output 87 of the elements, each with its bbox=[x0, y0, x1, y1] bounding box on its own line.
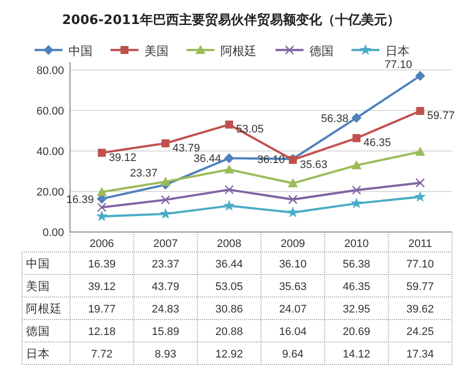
data-label: 9.64 bbox=[282, 348, 304, 360]
data-label: 8.93 bbox=[154, 348, 176, 360]
data-label: 46.35 bbox=[342, 281, 370, 293]
data-label: 36.10 bbox=[279, 258, 307, 270]
chart-title: 2006-2011年巴西主要贸易伙伴贸易额变化（十亿美元） bbox=[62, 12, 400, 28]
text: 德国 bbox=[26, 324, 50, 338]
text: 美国 bbox=[26, 279, 50, 293]
point bbox=[96, 186, 107, 196]
text: 36.44 bbox=[194, 153, 222, 166]
text: 阿根廷 bbox=[26, 302, 62, 316]
point bbox=[98, 148, 106, 157]
data-label: 56.38 bbox=[342, 258, 370, 270]
x-tick-label: 2011 bbox=[408, 238, 432, 250]
data-label: 53.05 bbox=[215, 281, 243, 293]
legend-label: 日本 bbox=[386, 44, 410, 58]
data-label: 24.07 bbox=[279, 304, 307, 316]
point bbox=[416, 178, 425, 188]
text: 中国 bbox=[26, 256, 50, 270]
text: 59.77 bbox=[427, 110, 455, 122]
data-label: 16.04 bbox=[279, 326, 307, 338]
text: 46.35 bbox=[364, 137, 392, 150]
y-tick-label: 20.00 bbox=[36, 186, 64, 198]
text: 56.38 bbox=[320, 112, 348, 125]
data-label: 15.89 bbox=[152, 326, 180, 338]
point bbox=[350, 197, 362, 208]
point bbox=[162, 139, 170, 148]
y-tick-label: 80.00 bbox=[36, 65, 64, 77]
x-tick-label: 2010 bbox=[344, 238, 369, 250]
x-tick-label: 2007 bbox=[153, 238, 178, 250]
x-tick-label: 2006 bbox=[90, 238, 114, 250]
point bbox=[352, 112, 362, 123]
point bbox=[352, 134, 360, 142]
data-label: 19.77 bbox=[88, 304, 116, 316]
data-label: 20.69 bbox=[342, 326, 370, 338]
data-label: 59.77 bbox=[406, 281, 434, 293]
data-label: 16.39 bbox=[88, 258, 116, 270]
text: 日本 bbox=[26, 346, 50, 360]
data-label: 7.72 bbox=[91, 348, 113, 360]
data-label: 77.10 bbox=[406, 258, 434, 270]
point bbox=[96, 210, 108, 222]
point bbox=[287, 206, 299, 218]
point bbox=[224, 164, 234, 174]
point bbox=[225, 120, 234, 129]
data-label: 12.18 bbox=[88, 326, 116, 338]
legend-label: 中国 bbox=[68, 44, 92, 58]
point bbox=[352, 185, 362, 195]
y-tick-label: 60.00 bbox=[36, 106, 64, 118]
point bbox=[288, 194, 298, 204]
data-label: 17.34 bbox=[406, 348, 434, 360]
data-label: 12.92 bbox=[215, 348, 243, 360]
point bbox=[415, 146, 426, 156]
data-label: 43.79 bbox=[152, 281, 180, 293]
data-label: 39.62 bbox=[406, 304, 434, 316]
point bbox=[352, 160, 362, 170]
legend-label: 德国 bbox=[310, 44, 334, 58]
data-label: 23.37 bbox=[152, 258, 180, 270]
point bbox=[416, 106, 424, 115]
text: 35.63 bbox=[300, 158, 328, 171]
point bbox=[223, 200, 235, 211]
point bbox=[224, 153, 234, 164]
y-tick-label: 40.00 bbox=[36, 146, 64, 158]
data-label: 36.44 bbox=[215, 258, 243, 270]
data-label: 39.12 bbox=[88, 281, 116, 293]
data-label: 35.63 bbox=[279, 281, 307, 293]
text: 77.10 bbox=[384, 58, 412, 71]
y-tick-label: 0.00 bbox=[42, 227, 64, 239]
point bbox=[160, 176, 170, 186]
x-tick-label: 2009 bbox=[280, 238, 306, 250]
point bbox=[288, 178, 298, 188]
legend-label: 美国 bbox=[144, 44, 168, 58]
point bbox=[160, 195, 170, 204]
point bbox=[160, 208, 172, 219]
text: 39.12 bbox=[108, 152, 136, 164]
data-label: 14.12 bbox=[342, 348, 370, 360]
point bbox=[97, 202, 106, 212]
text: 23.37 bbox=[130, 168, 158, 180]
data-label: 20.88 bbox=[215, 326, 243, 338]
data-label: 30.86 bbox=[215, 304, 243, 316]
point bbox=[224, 185, 234, 194]
x-tick-label: 2008 bbox=[216, 238, 242, 250]
data-label: 32.95 bbox=[342, 304, 370, 316]
point bbox=[414, 190, 426, 202]
legend-label: 阿根廷 bbox=[220, 44, 256, 58]
data-label: 24.83 bbox=[152, 304, 180, 316]
point bbox=[415, 70, 426, 81]
data-label: 24.25 bbox=[406, 326, 434, 338]
text: 43.79 bbox=[172, 142, 200, 154]
